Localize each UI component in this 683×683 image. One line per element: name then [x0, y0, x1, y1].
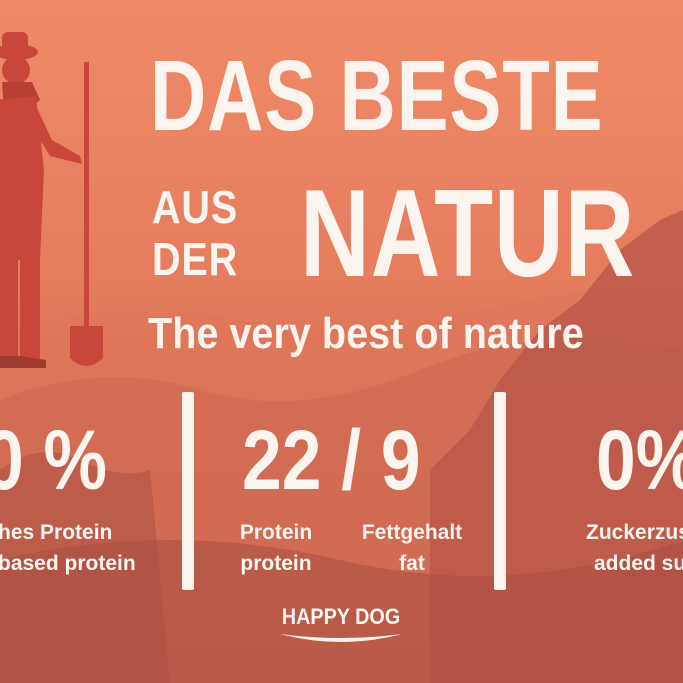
- stat-protein-percent: 0 %: [0, 413, 108, 507]
- headline-natur: NATUR: [300, 165, 636, 303]
- headline-aus: AUS: [152, 181, 239, 233]
- farmer-with-shovel-illustration: [0, 32, 103, 368]
- stat-sugar-percent: 0%: [596, 413, 683, 507]
- stat-protein-label-de: Protein: [239, 521, 313, 544]
- headline-der: DER: [152, 233, 239, 285]
- brand-name: HAPPY DOG: [281, 604, 401, 629]
- stat-sugar-label-en: added su: [594, 552, 683, 575]
- column-divider: [494, 392, 506, 590]
- headline-subtitle: The very best of nature: [148, 309, 584, 358]
- column-divider: [182, 392, 194, 590]
- happy-dog-logo: HAPPY DOG: [274, 604, 408, 654]
- stat-sugar-label-de: Zuckerzus: [586, 521, 683, 544]
- stat-fat-label-en: fat: [399, 552, 425, 575]
- stat-protein-label-en: protein: [240, 552, 312, 575]
- stat-protein-fat-ratio: 22 / 9: [242, 413, 421, 507]
- stat-protein-label-en: based protein: [0, 552, 136, 575]
- stat-protein-label-de: hes Protein: [0, 521, 113, 544]
- logo-swoosh-icon: [280, 634, 402, 642]
- headline-line1: DAS BESTE: [150, 40, 604, 152]
- stat-fat-label-de: Fettgehalt: [361, 521, 463, 544]
